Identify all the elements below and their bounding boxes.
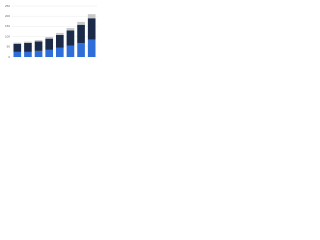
bar-segment: [24, 41, 32, 43]
bar-segment: [34, 50, 43, 57]
bar-segment: [13, 43, 22, 52]
y-tick-label: 0: [8, 55, 10, 59]
bar-segment: [34, 41, 43, 51]
bar-segment: [66, 28, 75, 31]
y-tick-label: 250: [5, 4, 10, 8]
bar-segment: [77, 43, 85, 57]
bar-segment: [77, 21, 85, 25]
y-tick-label: 50: [7, 45, 11, 49]
page: {"chart_data": {"type": "bar", "stacked"…: [0, 0, 100, 71]
bar-segment: [87, 14, 96, 19]
y-tick-label: 100: [5, 34, 10, 38]
bar-segment: [55, 34, 64, 48]
bar-segment: [45, 49, 54, 57]
bar-segment: [77, 24, 85, 44]
bar-segment: [55, 47, 64, 57]
bar-segment: [87, 39, 96, 57]
bar-segment: [55, 32, 64, 35]
bar-segment: [24, 42, 32, 52]
bar-segment: [66, 45, 75, 57]
bar-segment: [13, 51, 22, 57]
bar-segment: [87, 18, 96, 40]
bar-segment: [66, 30, 75, 46]
bar-segment: [34, 40, 43, 42]
bar-segment: [45, 37, 54, 39]
bar-segment: [24, 51, 32, 57]
bar-segment: [45, 38, 54, 50]
bar-segment: [13, 42, 22, 44]
y-tick-label: 150: [5, 24, 10, 28]
chart: 0 50 100 150 200 250: [5, 4, 97, 59]
y-tick-label: 200: [5, 14, 10, 18]
